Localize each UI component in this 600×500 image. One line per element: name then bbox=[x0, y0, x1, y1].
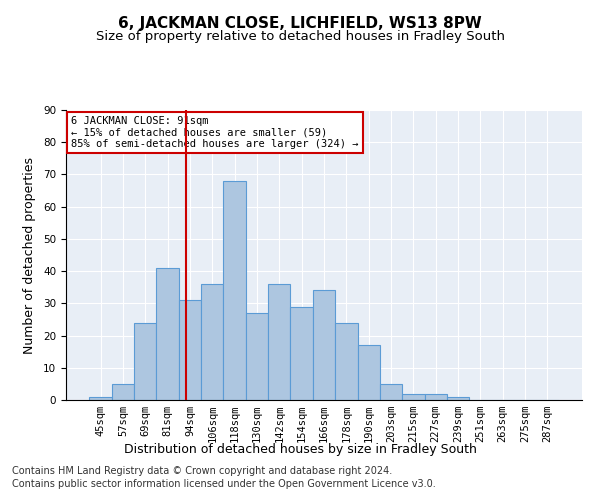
Bar bbox=[268, 284, 290, 400]
Bar bbox=[290, 306, 313, 400]
Text: Distribution of detached houses by size in Fradley South: Distribution of detached houses by size … bbox=[124, 442, 476, 456]
Bar bbox=[179, 300, 201, 400]
Text: Contains HM Land Registry data © Crown copyright and database right 2024.: Contains HM Land Registry data © Crown c… bbox=[12, 466, 392, 476]
Text: Size of property relative to detached houses in Fradley South: Size of property relative to detached ho… bbox=[95, 30, 505, 43]
Bar bbox=[447, 397, 469, 400]
Bar bbox=[358, 345, 380, 400]
Bar bbox=[112, 384, 134, 400]
Bar bbox=[402, 394, 425, 400]
Bar bbox=[313, 290, 335, 400]
Bar bbox=[246, 313, 268, 400]
Text: 6, JACKMAN CLOSE, LICHFIELD, WS13 8PW: 6, JACKMAN CLOSE, LICHFIELD, WS13 8PW bbox=[118, 16, 482, 31]
Bar bbox=[335, 322, 358, 400]
Bar bbox=[134, 322, 157, 400]
Y-axis label: Number of detached properties: Number of detached properties bbox=[23, 156, 36, 354]
Bar bbox=[380, 384, 402, 400]
Bar bbox=[157, 268, 179, 400]
Text: Contains public sector information licensed under the Open Government Licence v3: Contains public sector information licen… bbox=[12, 479, 436, 489]
Bar bbox=[425, 394, 447, 400]
Text: 6 JACKMAN CLOSE: 91sqm
← 15% of detached houses are smaller (59)
85% of semi-det: 6 JACKMAN CLOSE: 91sqm ← 15% of detached… bbox=[71, 116, 359, 149]
Bar bbox=[201, 284, 223, 400]
Bar bbox=[223, 181, 246, 400]
Bar bbox=[89, 397, 112, 400]
